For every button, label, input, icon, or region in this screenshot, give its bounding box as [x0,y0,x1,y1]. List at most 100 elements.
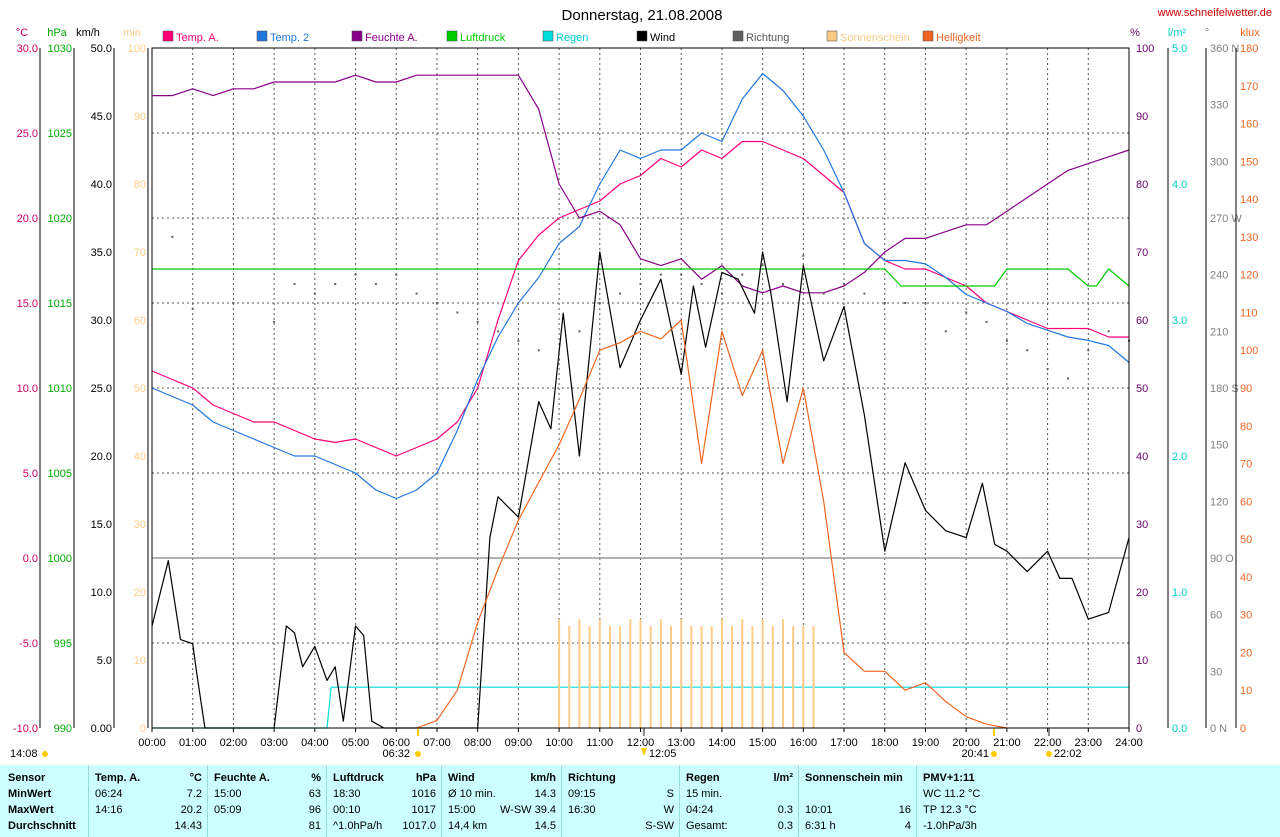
left-axis-tick: 5.0 [23,468,38,480]
chart-title: Donnerstag, 21.08.2008 [562,7,723,24]
direction-point [476,320,479,323]
direction-point [497,330,500,333]
right-axis-tick: 100 [1240,345,1258,357]
series-layer [151,72,1130,729]
axis-unit-label: hPa [47,27,67,39]
footer-section: Temp. A. °C 06:24 7.2 14:16 20.2 14.43 [88,765,208,837]
right-axis-tick: 330 [1210,100,1228,112]
left-axis-tick: 45.0 [91,111,112,123]
direction-point [374,283,377,286]
direction-point [354,273,357,276]
direction-point [293,283,296,286]
footer-cell-label: TP 12.3 °C [923,804,977,816]
footer-section: Sonnenschein min 10:01 16 6:31 h 4 [798,765,917,837]
temp-line [151,72,1130,500]
legend-entry: Luftdruck [460,32,506,44]
footer-section-title: Wind [448,772,475,784]
footer-cell-value: 1017.0 [402,820,436,832]
right-axis-tick: 20 [1240,647,1252,659]
sunrise-icon [415,751,421,757]
left-axis-tick: 30 [134,519,146,531]
footer-row-label: Durchschnitt [8,820,76,832]
direction-point [924,302,927,304]
x-tick-label: 01:00 [179,737,207,749]
legend-swatch [636,30,648,42]
legend-swatch [922,30,934,42]
footer-row-label: MaxWert [8,804,54,816]
footer-section-unit: hPa [415,772,436,784]
direction-point [1005,339,1008,342]
footer-cell-value: S [666,788,674,800]
footer-cell-label: 10:01 [805,804,833,816]
left-axis-tick: 100 [128,43,146,55]
legend: Temp. A. Temp. 2 Feuchte A. Luftdruck Regen W… [162,30,981,44]
axis-units: °C hPa km/h min% l/m² ° klux [16,27,1260,39]
left-axis-tick: 0 [140,723,146,735]
right-axis-tick: 5.0 [1172,43,1187,55]
direction-point [537,349,540,352]
left-axis-tick: 990 [54,723,72,735]
right-axis-tick: 180 S [1210,383,1239,395]
direction-point [1107,330,1110,333]
left-axis-tick: 1030 [48,43,72,55]
left-axis-tick: 50 [134,383,146,395]
legend-entry: Temp. 2 [270,32,309,44]
footer-section: Regen l/m² 15 min. 04:24 0.3 Gesamt: 0.3 [679,765,799,837]
direction-point [191,307,194,310]
axis-unit-label: l/m² [1168,27,1187,39]
footer-cell-label: 15 min. [686,788,723,800]
right-axis-tick: 10 [1240,685,1252,697]
footer-cell-value: 0.3 [777,804,793,816]
direction-point [741,273,744,276]
noon-icon [640,748,647,756]
x-tick-label: 13:00 [667,737,695,749]
luftdruck-line [152,268,1130,287]
right-axis-tick: 240 [1210,270,1228,282]
right-axis-tick: 0 [1136,723,1142,735]
direction-point [1087,349,1090,352]
left-axis-tick: 30.0 [91,315,112,327]
footer-section-title: Regen [686,772,720,784]
left-axis-tick: 10.0 [91,587,112,599]
footer-section-title: Sonnenschein min [805,772,903,784]
right-axis-tick: 140 [1240,194,1258,206]
footer-cell-value: 63 [308,788,321,800]
x-tick-label: 15:00 [749,737,777,749]
x-tick-label: 22:00 [1034,737,1062,749]
direction-point [680,273,683,276]
axis-unit-label: % [1130,27,1140,39]
right-axis-tick: 70 [1240,459,1252,471]
x-tick-label: 08:00 [464,737,492,749]
left-axis-tick: 10 [134,655,146,667]
direction-point [883,302,886,304]
site-link[interactable]: www.schneifelwetter.de [1157,7,1272,19]
x-tick-label: 24:00 [1115,737,1143,749]
right-axis-tick: 160 [1240,119,1258,131]
footer-cell-value: 81 [308,820,321,832]
direction-point [985,320,988,323]
footer-section: Luftdruck hPa 18:30 1016 00:10 1017 ^1.0hPa/h 1… [326,765,442,837]
moonrise-icon [42,751,48,757]
direction-point [802,254,805,257]
right-axis-tick: 180 [1240,43,1258,55]
x-tick-label: 11:00 [586,737,613,749]
footer-cell-label: 04:24 [686,804,714,816]
right-axis-tick: 360 N [1210,43,1239,55]
direction-point [843,283,846,286]
x-tick-label: 00:00 [138,737,166,749]
right-axis-tick: 90 [1136,111,1148,123]
x-tick-label: 19:00 [912,737,940,749]
right-axis-tick: 170 [1240,81,1258,93]
left-axis-tick: 15.0 [91,519,112,531]
right-axis-tick: 120 [1240,270,1258,282]
right-axis-tick: 130 [1240,232,1258,244]
left-axis-tick: 0.0 [23,553,38,565]
left-axis-tick: 10.0 [17,383,38,395]
direction-point [232,302,235,304]
feuchte-a-line [152,74,1130,294]
legend-entry: Helligkeit [936,32,981,44]
footer-cell-value: 0.3 [777,820,793,832]
left-axis-tick: 0.00 [91,723,112,735]
footer-section-title: Richtung [568,772,616,784]
right-axis-tick: 110 [1240,307,1258,319]
